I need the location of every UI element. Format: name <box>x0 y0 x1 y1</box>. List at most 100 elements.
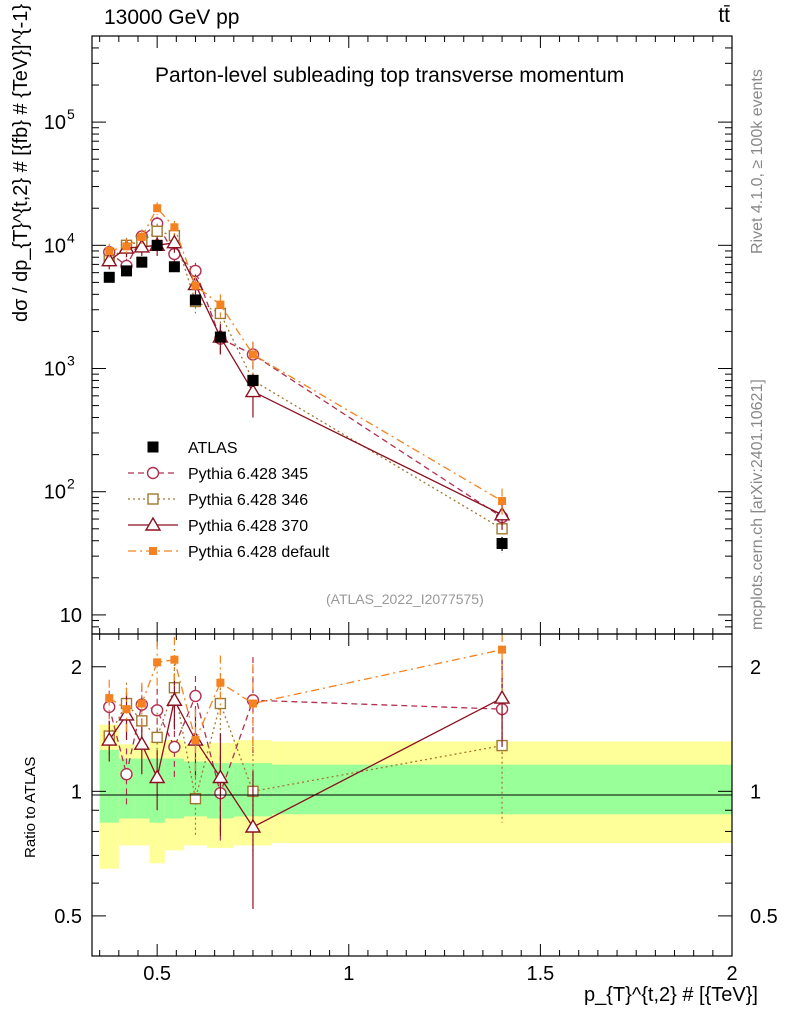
data-point-p346 <box>151 225 163 237</box>
data-point-atlas <box>136 256 148 268</box>
data-point-p370 <box>244 383 262 398</box>
data-point-atlas <box>103 271 115 283</box>
main-y-axis-label: dσ / dp_{T}^{t,2} # [{fb} # {TeV}]^{-1} <box>10 4 33 322</box>
ratio-y-tick-label: 2 <box>71 657 82 679</box>
series-atlas-main <box>103 239 508 552</box>
band-inner-bin <box>134 758 150 819</box>
data-point-p345 <box>189 689 202 703</box>
legend: ATLAS Pythia 6.428 345 Pythia 6.428 346 Pyt… <box>128 440 330 561</box>
y-tick-label-main-exponent: 3 <box>67 353 75 369</box>
series-pdef-main <box>105 202 507 518</box>
series-p370-main <box>101 234 511 530</box>
legend-marker <box>144 516 162 531</box>
ratio-y-tick-label: 0.5 <box>54 906 82 928</box>
y-tick-label-main: 10 <box>60 605 82 627</box>
y-tick-label-main-exponent: 2 <box>67 476 75 492</box>
ratio-y-tick-label-right: 2 <box>750 657 761 679</box>
x-tick-label: 1.5 <box>526 963 554 985</box>
data-series <box>101 202 511 909</box>
data-point-pdef <box>122 705 131 714</box>
y-tick-label-main: 10 <box>44 359 66 381</box>
data-point-atlas <box>214 331 226 343</box>
series-line-pdef <box>109 207 503 502</box>
data-point-pdef <box>153 204 162 213</box>
data-point-pdef <box>170 655 179 664</box>
x-tick-label: 1 <box>343 963 354 985</box>
data-point-atlas <box>151 239 163 251</box>
ratio-y-axis-label: Ratio to ATLAS <box>22 756 39 858</box>
legend-label: Pythia 6.428 345 <box>188 466 308 483</box>
data-point-p370 <box>101 252 118 267</box>
data-point-p370 <box>166 691 183 706</box>
data-point-p345 <box>150 704 164 717</box>
legend-item-p370: Pythia 6.428 370 <box>128 516 308 535</box>
main-y-axis-label-text: dσ / dp_{T}^{t,2} # [{fb} # {TeV}]^{-1} <box>10 3 32 322</box>
process-label: tt̄ <box>718 4 730 27</box>
data-point-pdef <box>122 242 131 251</box>
series-pdef-ratio <box>105 634 507 778</box>
data-point-atlas <box>120 265 132 277</box>
legend-marker <box>147 441 159 453</box>
data-point-pdef <box>248 699 257 708</box>
data-point-pdef <box>248 350 257 359</box>
data-point-p370 <box>118 706 135 721</box>
data-point-pdef <box>216 678 225 687</box>
data-point-pdef <box>105 694 114 703</box>
data-point-p370 <box>244 818 262 833</box>
ratio-y-tick-label-right: 1 <box>750 781 761 803</box>
data-point-p370 <box>212 769 229 784</box>
legend-item-p345: Pythia 6.428 345 <box>128 466 308 483</box>
data-point-pdef <box>153 658 162 667</box>
series-line-pdef <box>108 649 503 743</box>
data-point-pdef <box>170 223 179 232</box>
plot-title: Parton-level subleading top transverse m… <box>155 64 625 87</box>
ratio-y-tick-label-right: 0.5 <box>750 906 778 928</box>
y-tick-label-main-exponent: 4 <box>67 229 75 245</box>
data-point-p370 <box>148 769 166 784</box>
series-line-p345 <box>108 693 503 796</box>
data-point-pdef <box>137 232 146 241</box>
x-tick-label: 2 <box>726 963 737 985</box>
legend-label: Pythia 6.428 370 <box>188 518 308 535</box>
data-point-pdef <box>191 736 200 745</box>
legend-item-p346: Pythia 6.428 346 <box>128 492 308 509</box>
data-point-p370 <box>101 731 118 746</box>
energy-label: 13000 GeV pp <box>104 6 240 29</box>
data-point-pdef <box>137 699 146 708</box>
legend-label: ATLAS <box>188 440 238 457</box>
data-point-atlas <box>496 537 508 549</box>
band-inner-bin <box>164 758 184 819</box>
data-point-p345 <box>120 768 133 781</box>
data-point-pdef <box>498 645 507 654</box>
series-line-p346 <box>108 230 503 530</box>
ratio-y-tick-label: 1 <box>71 781 82 803</box>
data-point-p370 <box>133 238 151 253</box>
band-inner-bin <box>99 749 119 823</box>
legend-item-pdef: Pythia 6.428 default <box>128 544 330 561</box>
data-point-p346 <box>189 792 202 805</box>
data-point-p370 <box>493 689 511 704</box>
mcplots-label: mcplots.cern.ch [arXiv:2401.10621] <box>749 379 766 630</box>
data-point-pdef <box>216 300 225 309</box>
x-tick-label: 0.5 <box>143 963 171 985</box>
y-tick-label-main: 10 <box>44 235 66 257</box>
x-axis-label: p_{T}^{t,2} # [{TeV}] <box>584 984 758 1006</box>
legend-marker <box>146 466 160 480</box>
legend-label: Pythia 6.428 default <box>188 544 330 561</box>
data-point-p370 <box>166 234 183 249</box>
data-point-p370 <box>133 735 151 750</box>
data-point-atlas <box>247 374 259 386</box>
legend-marker <box>147 493 159 505</box>
legend-item-atlas: ATLAS <box>147 440 238 457</box>
ratio-plot-frame <box>91 633 733 957</box>
legend-label: Pythia 6.428 346 <box>188 492 308 509</box>
data-point-pdef <box>498 497 507 506</box>
analysis-tag: (ATLAS_2022_I2077575) <box>326 591 484 607</box>
y-tick-label-main: 10 <box>44 482 66 504</box>
rivet-version-label: Rivet 4.1.0, ≥ 100k events <box>749 69 766 254</box>
legend-marker <box>149 547 157 555</box>
data-point-p346 <box>151 731 163 744</box>
data-point-pdef <box>191 281 200 290</box>
